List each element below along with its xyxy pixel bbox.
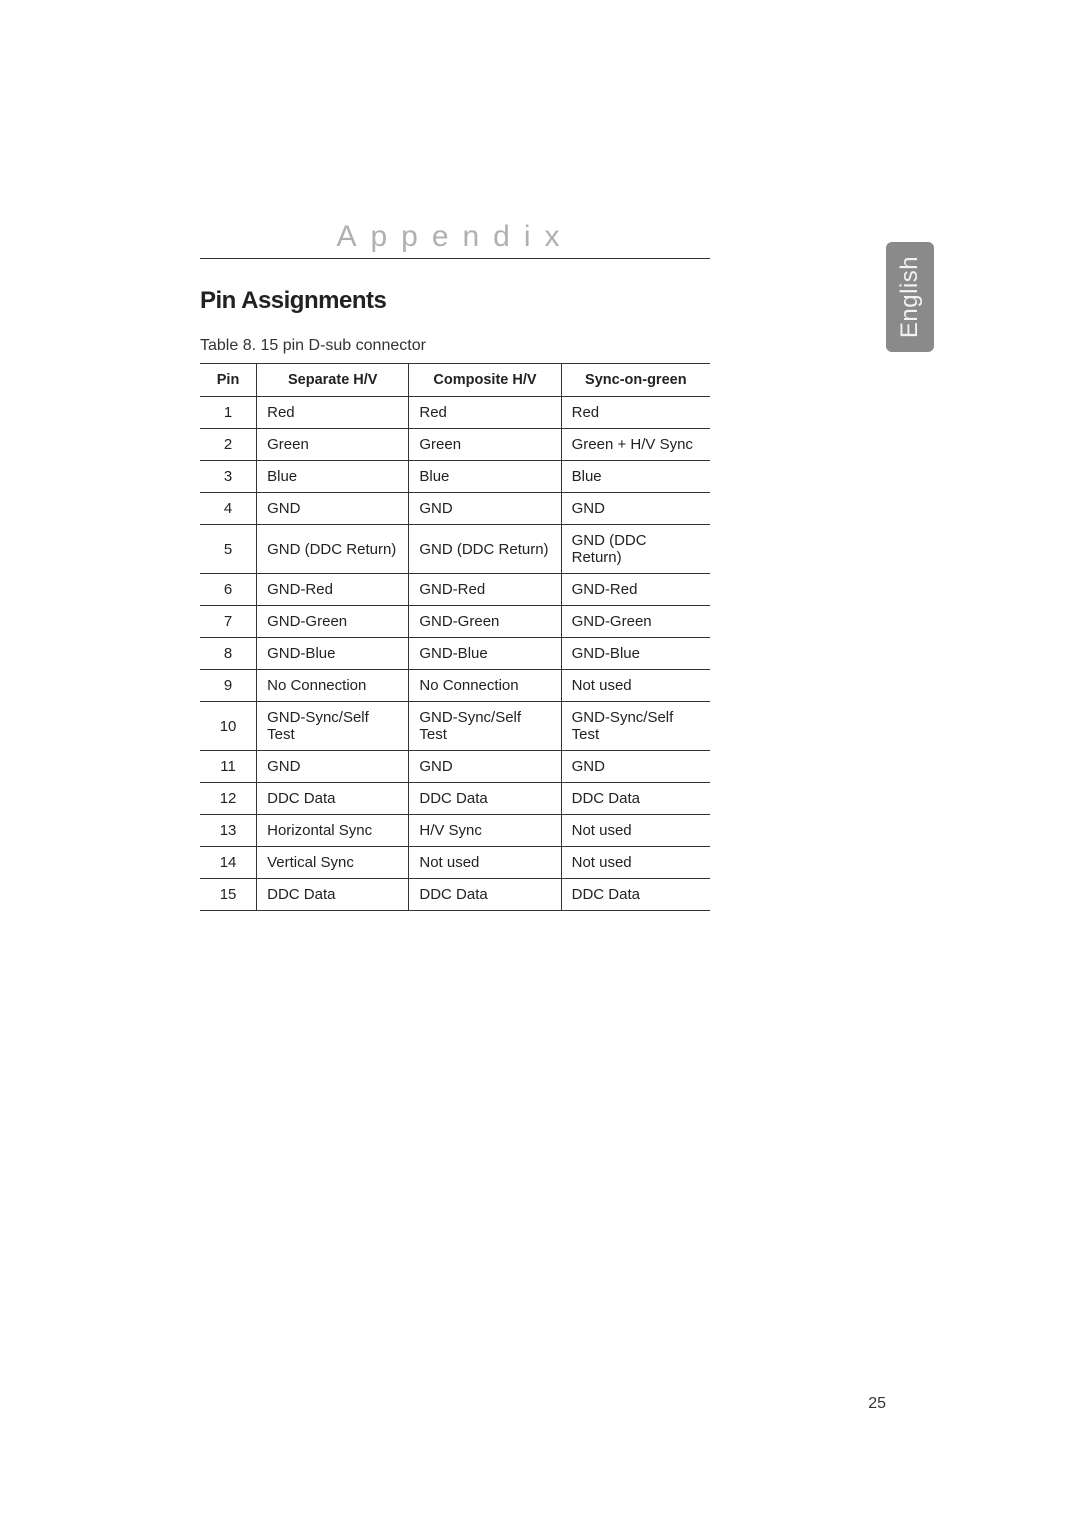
table-cell: GND-Blue	[561, 638, 710, 670]
table-cell: DDC Data	[257, 783, 409, 815]
table-cell: GND-Sync/Self Test	[257, 702, 409, 751]
table-cell: 12	[200, 783, 257, 815]
language-tab: English	[886, 242, 934, 352]
page-number: 25	[868, 1395, 886, 1413]
table-cell: 10	[200, 702, 257, 751]
table-cell: GND-Sync/Self Test	[561, 702, 710, 751]
table-cell: Not used	[561, 815, 710, 847]
table-cell: GND (DDC Return)	[409, 525, 561, 574]
table-cell: Not used	[409, 847, 561, 879]
table-row: 11GNDGNDGND	[200, 751, 710, 783]
table-cell: 11	[200, 751, 257, 783]
table-row: 8GND-BlueGND-BlueGND-Blue	[200, 638, 710, 670]
table-cell: GND-Blue	[409, 638, 561, 670]
table-cell: Red	[257, 397, 409, 429]
table-cell: GND	[409, 751, 561, 783]
table-cell: 9	[200, 670, 257, 702]
table-cell: 1	[200, 397, 257, 429]
table-cell: GND	[257, 751, 409, 783]
table-cell: 4	[200, 493, 257, 525]
table-cell: GND-Sync/Self Test	[409, 702, 561, 751]
table-cell: Blue	[561, 461, 710, 493]
table-cell: Vertical Sync	[257, 847, 409, 879]
table-cell: GND-Blue	[257, 638, 409, 670]
table-row: 15DDC DataDDC DataDDC Data	[200, 879, 710, 911]
table-cell: GND-Red	[561, 574, 710, 606]
table-row: 12DDC DataDDC DataDDC Data	[200, 783, 710, 815]
table-cell: No Connection	[409, 670, 561, 702]
table-cell: H/V Sync	[409, 815, 561, 847]
table-cell: Blue	[257, 461, 409, 493]
table-row: 9No ConnectionNo ConnectionNot used	[200, 670, 710, 702]
table-cell: 6	[200, 574, 257, 606]
pin-assignments-table: Pin Separate H/V Composite H/V Sync-on-g…	[200, 363, 710, 911]
table-cell: GND	[409, 493, 561, 525]
table-cell: Not used	[561, 847, 710, 879]
table-cell: Red	[561, 397, 710, 429]
table-row: 4GNDGNDGND	[200, 493, 710, 525]
table-cell: DDC Data	[561, 879, 710, 911]
table-cell: 7	[200, 606, 257, 638]
table-header-sync: Sync-on-green	[561, 364, 710, 397]
table-cell: Horizontal Sync	[257, 815, 409, 847]
table-cell: DDC Data	[409, 879, 561, 911]
chapter-title: Appendix	[200, 220, 710, 259]
table-cell: GND-Green	[561, 606, 710, 638]
table-cell: 14	[200, 847, 257, 879]
page-container: English Appendix Pin Assignments Table 8…	[0, 0, 1080, 1528]
language-label: English	[896, 256, 924, 338]
table-row: 13Horizontal SyncH/V SyncNot used	[200, 815, 710, 847]
table-cell: 15	[200, 879, 257, 911]
table-cell: GND	[561, 493, 710, 525]
table-cell: Blue	[409, 461, 561, 493]
table-cell: Red	[409, 397, 561, 429]
table-cell: Not used	[561, 670, 710, 702]
table-cell: 5	[200, 525, 257, 574]
table-cell: Green	[257, 429, 409, 461]
table-row: 14Vertical SyncNot usedNot used	[200, 847, 710, 879]
table-cell: GND	[561, 751, 710, 783]
table-row: 10GND-Sync/Self TestGND-Sync/Self TestGN…	[200, 702, 710, 751]
table-cell: DDC Data	[257, 879, 409, 911]
table-cell: GND	[257, 493, 409, 525]
table-cell: GND-Red	[257, 574, 409, 606]
table-header-separate: Separate H/V	[257, 364, 409, 397]
table-cell: GND-Green	[257, 606, 409, 638]
table-cell: No Connection	[257, 670, 409, 702]
table-header-row: Pin Separate H/V Composite H/V Sync-on-g…	[200, 364, 710, 397]
table-cell: 8	[200, 638, 257, 670]
table-cell: DDC Data	[561, 783, 710, 815]
table-row: 3BlueBlueBlue	[200, 461, 710, 493]
table-header-composite: Composite H/V	[409, 364, 561, 397]
table-cell: GND (DDC Return)	[257, 525, 409, 574]
section-title: Pin Assignments	[200, 287, 905, 315]
table-row: 5GND (DDC Return)GND (DDC Return)GND (DD…	[200, 525, 710, 574]
table-cell: GND (DDC Return)	[561, 525, 710, 574]
table-cell: GND-Red	[409, 574, 561, 606]
table-cell: Green + H/V Sync	[561, 429, 710, 461]
table-cell: 2	[200, 429, 257, 461]
table-cell: Green	[409, 429, 561, 461]
table-row: 1RedRedRed	[200, 397, 710, 429]
table-row: 6GND-RedGND-RedGND-Red	[200, 574, 710, 606]
table-cell: 13	[200, 815, 257, 847]
table-row: 7GND-GreenGND-GreenGND-Green	[200, 606, 710, 638]
table-row: 2GreenGreenGreen + H/V Sync	[200, 429, 710, 461]
table-cell: 3	[200, 461, 257, 493]
table-caption: Table 8. 15 pin D-sub connector	[200, 337, 905, 355]
table-cell: DDC Data	[409, 783, 561, 815]
table-cell: GND-Green	[409, 606, 561, 638]
table-header-pin: Pin	[200, 364, 257, 397]
